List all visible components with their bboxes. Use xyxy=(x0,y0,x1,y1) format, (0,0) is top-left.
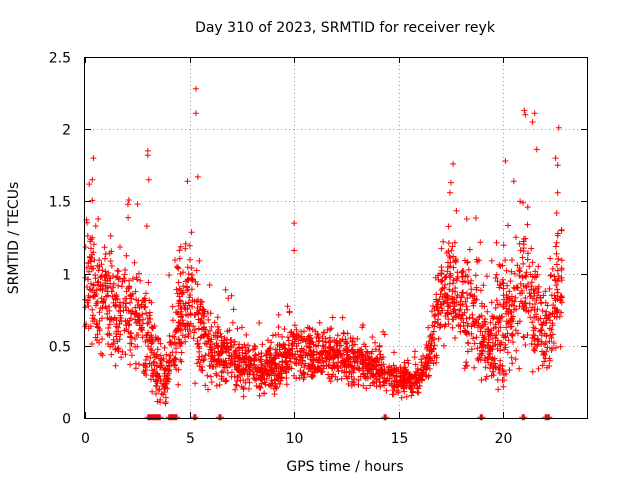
x-tick-label: 20 xyxy=(495,431,513,447)
axis-ticks xyxy=(85,57,587,419)
y-axis-label: SRMTID / TECUs xyxy=(6,182,22,295)
scatter-markers xyxy=(82,85,565,421)
x-tick-labels: 0 5 10 15 20 xyxy=(81,431,512,447)
y-tick-label: 1.5 xyxy=(49,195,71,211)
y-tick-label: 2.5 xyxy=(49,51,71,67)
x-tick-label: 5 xyxy=(186,431,195,447)
x-tick-label: 10 xyxy=(286,431,304,447)
x-tick-label: 0 xyxy=(81,431,90,447)
y-tick-labels: 0 0.5 1 1.5 2 2.5 xyxy=(49,51,71,428)
x-axis-label: GPS time / hours xyxy=(286,459,403,475)
x-tick-label: 15 xyxy=(391,431,409,447)
y-tick-label: 0.5 xyxy=(49,340,71,356)
y-tick-label: 1 xyxy=(62,268,71,284)
y-tick-label: 2 xyxy=(62,123,71,139)
y-tick-label: 0 xyxy=(62,412,71,428)
data-points xyxy=(82,85,565,421)
chart-title: Day 310 of 2023, SRMTID for receiver rey… xyxy=(195,20,496,36)
plot-frame xyxy=(84,57,588,419)
